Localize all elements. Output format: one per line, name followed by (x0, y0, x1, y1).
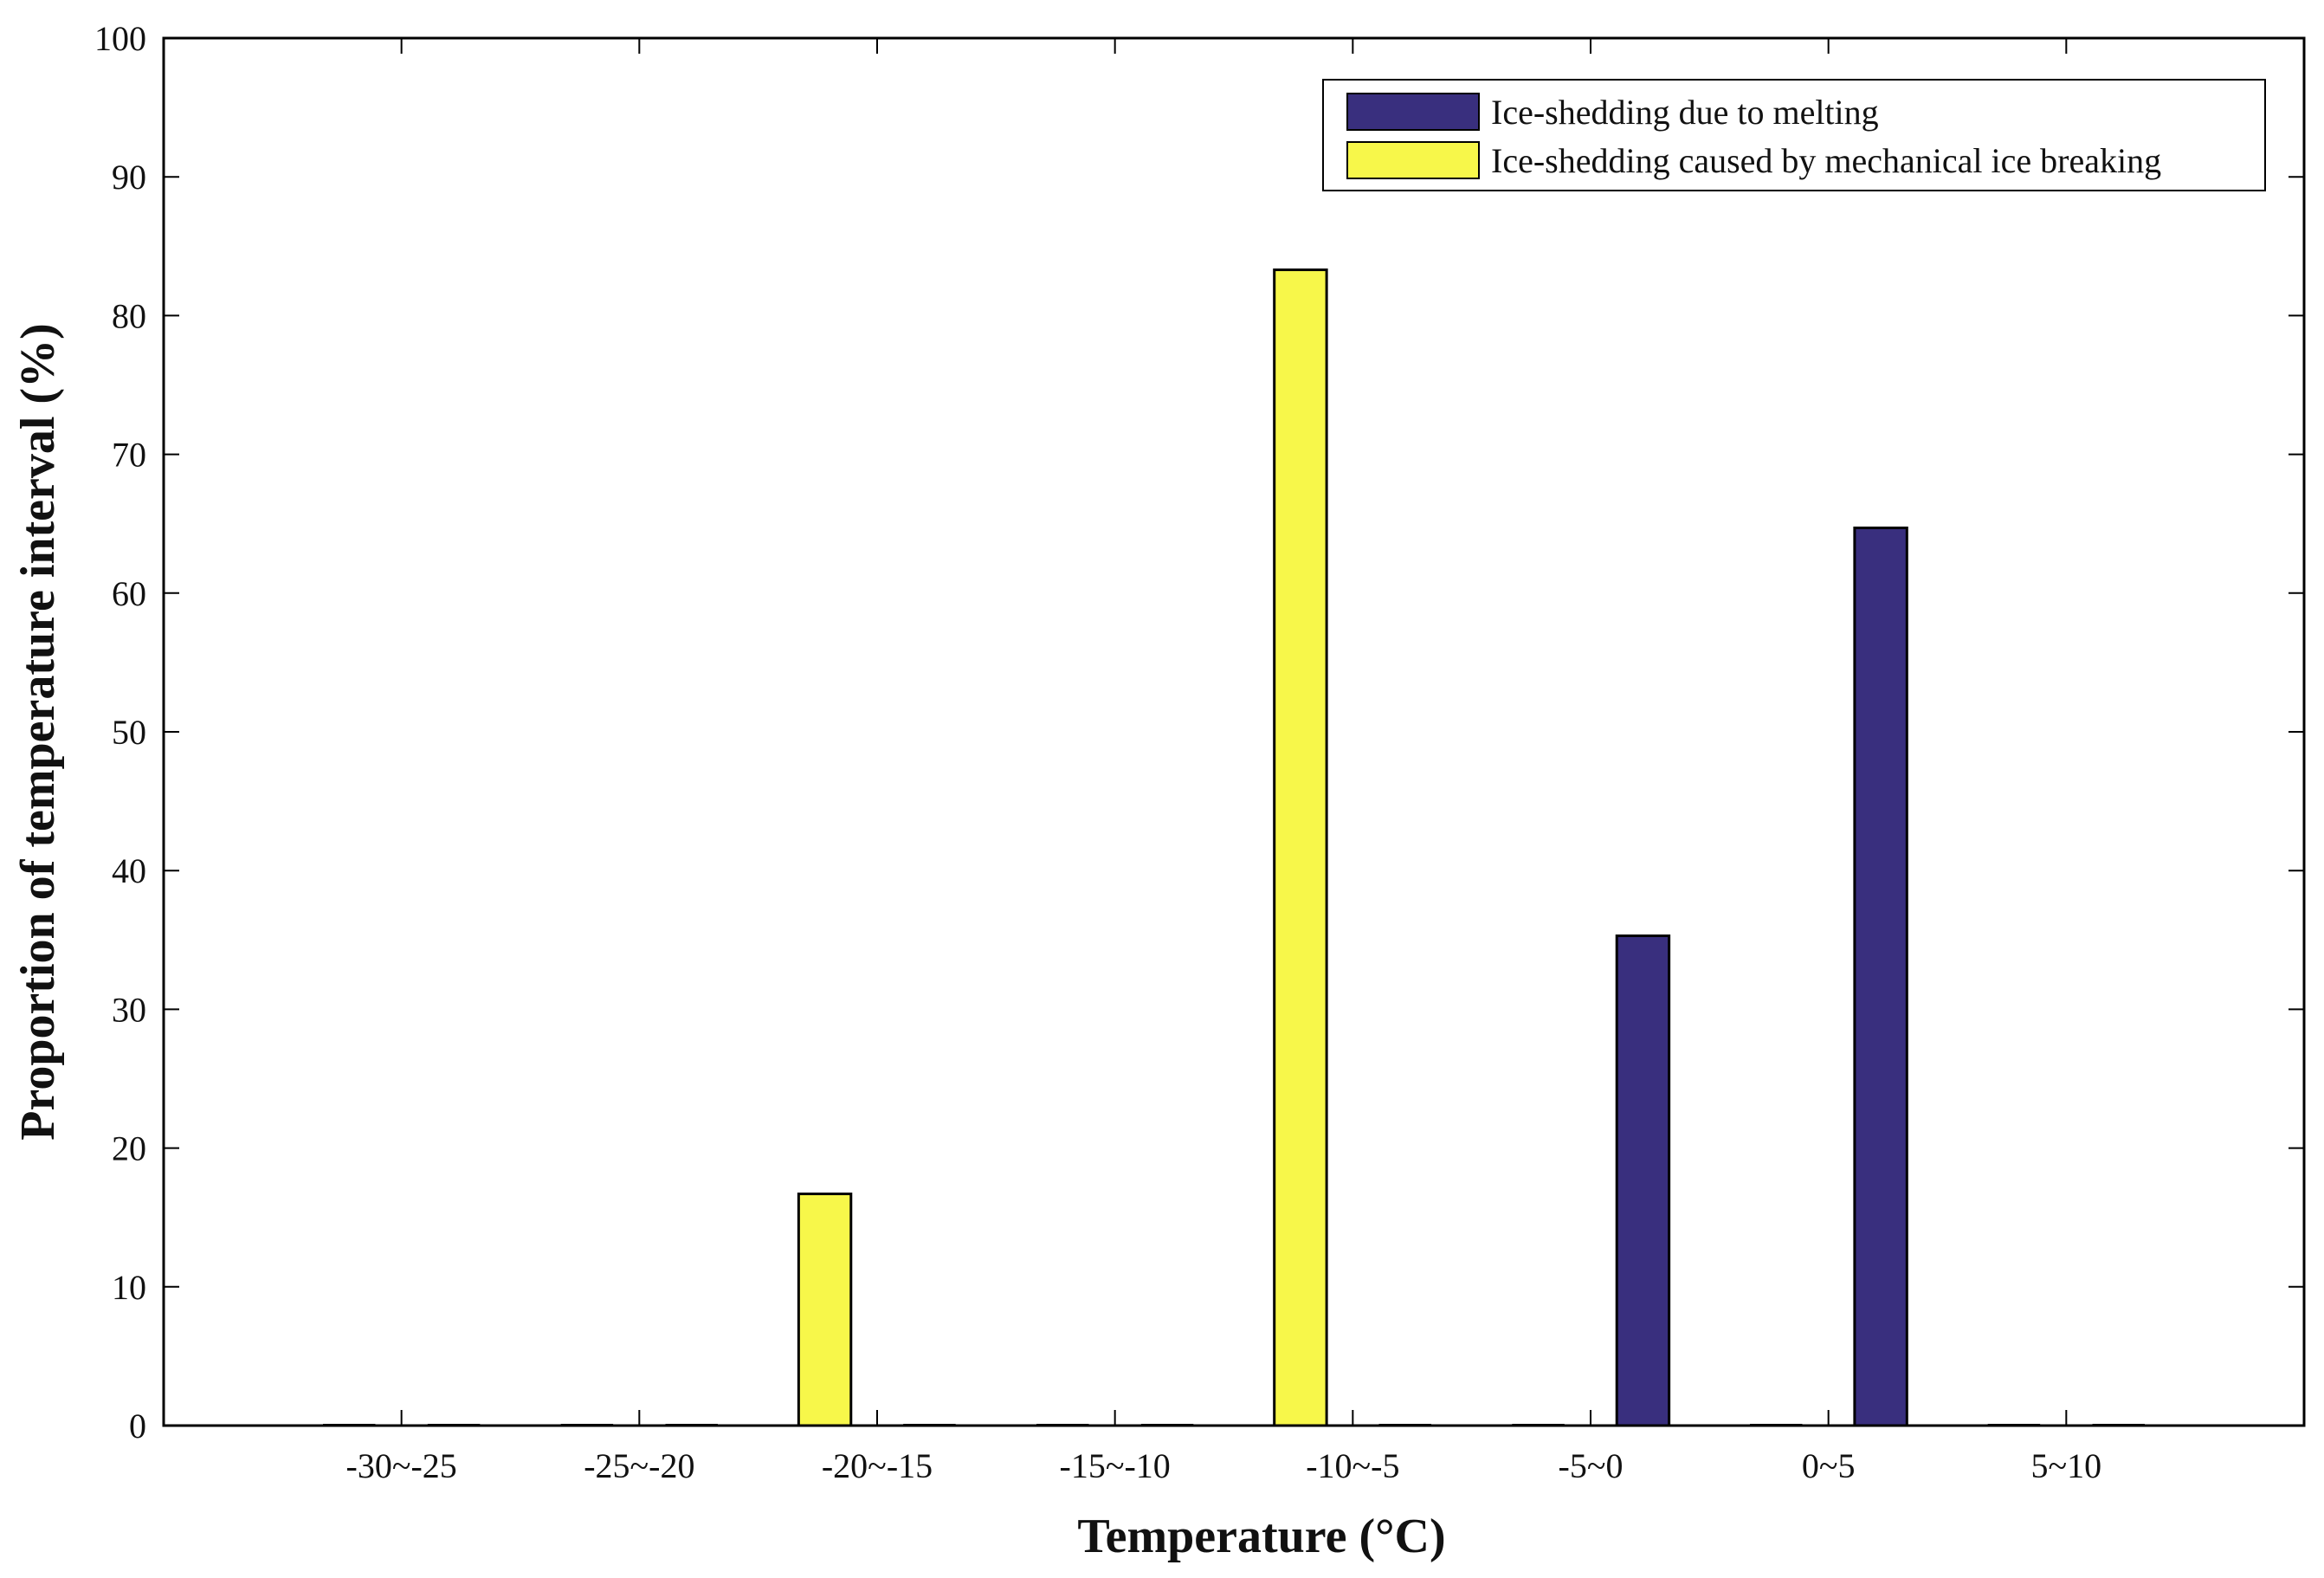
y-tick-label: 10 (112, 1268, 146, 1307)
y-tick-label: 0 (129, 1407, 146, 1445)
y-tick-label: 70 (112, 436, 146, 475)
x-tick-label: -25~-20 (584, 1446, 694, 1485)
y-tick-label: 40 (112, 851, 146, 890)
y-tick-label: 100 (94, 19, 146, 58)
y-tick-label: 60 (112, 574, 146, 613)
legend-swatch-mechanical (1346, 141, 1480, 179)
y-tick-label: 90 (112, 158, 146, 197)
legend-swatch-melting (1346, 93, 1480, 131)
legend-label-melting: Ice-shedding due to melting (1491, 93, 1879, 132)
x-axis-title: Temperature (°C) (1077, 1510, 1445, 1563)
y-tick-label: 80 (112, 296, 146, 335)
legend: Ice-shedding due to melting Ice-shedding… (1322, 79, 2266, 191)
bar-melting--5~0 (1615, 934, 1671, 1427)
x-tick-label: 5~10 (2031, 1446, 2102, 1485)
x-tick-label: -20~-15 (822, 1446, 933, 1485)
x-tick-label: -5~0 (1559, 1446, 1624, 1485)
bar-melting-0~5 (1853, 527, 1908, 1427)
bar-series (323, 268, 2145, 1427)
legend-box (1322, 79, 2266, 191)
x-axis: -30~-25 -25~-20 -20~-15 -15~-10 -10~-5 -5~0 0~… (346, 38, 2102, 1485)
plot-area (162, 36, 2306, 1427)
y-tick-label: 20 (112, 1129, 146, 1168)
x-tick-label: 0~5 (1802, 1446, 1856, 1485)
bar-mechanical--20~-15 (797, 1192, 853, 1427)
y-axis: 0 10 20 30 40 50 60 70 80 90 100 (94, 19, 2304, 1445)
y-tick-label: 30 (112, 990, 146, 1029)
x-tick-label: -15~-10 (1060, 1446, 1171, 1485)
bar-mechanical--10~-5 (1273, 268, 1328, 1427)
y-tick-label: 50 (112, 713, 146, 752)
x-tick-label: -10~-5 (1306, 1446, 1399, 1485)
y-axis-title: Proportion of temperature interval (%) (11, 323, 65, 1140)
x-tick-label: -30~-25 (346, 1446, 457, 1485)
legend-label-mechanical: Ice-shedding caused by mechanical ice br… (1491, 141, 2161, 180)
